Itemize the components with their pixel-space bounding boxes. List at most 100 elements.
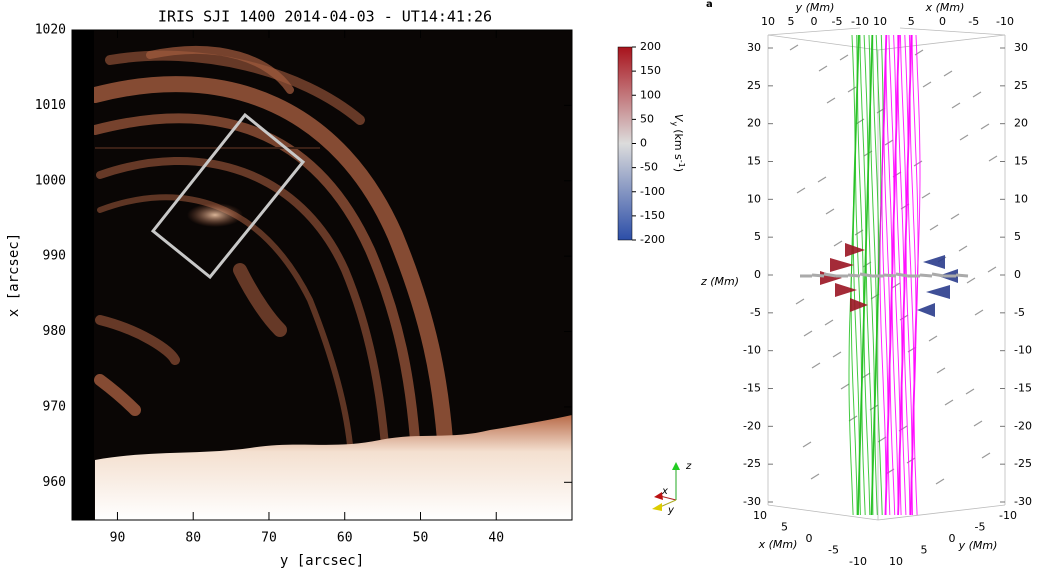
vector-arrow — [862, 261, 872, 268]
axis-label-3d: y (Mm) — [958, 539, 998, 552]
vector-arrow — [974, 309, 984, 316]
tick-label-3d: 10 — [889, 555, 903, 568]
cone — [830, 258, 854, 272]
colorbar-tick-label: 200 — [640, 40, 661, 53]
z-tick-label: -5 — [1014, 306, 1025, 319]
vector-arrow — [931, 272, 945, 278]
z-tick-label: -15 — [743, 382, 761, 395]
tick-label-3d: 5 — [788, 15, 795, 28]
z-tick-label: -10 — [1014, 344, 1032, 357]
tick-label-3d: -10 — [851, 15, 869, 28]
tick-label-3d: 5 — [921, 544, 928, 557]
vector-arrow — [980, 123, 990, 130]
vector-arrow — [811, 362, 821, 369]
vector-arrow — [817, 176, 827, 183]
colorbar-tick-label: 50 — [640, 112, 654, 125]
tick-label-3d: -10 — [849, 555, 867, 568]
cone — [845, 243, 865, 257]
vector-arrow — [795, 298, 805, 305]
vector-arrow — [966, 277, 976, 284]
vector-arrow — [848, 415, 858, 422]
vector-arrow — [796, 187, 806, 194]
tick-label-3d: 0 — [806, 532, 813, 545]
cone — [926, 285, 950, 299]
vector-arrow — [922, 81, 932, 88]
colorbar-tick-label: -150 — [640, 209, 665, 222]
label-part: ) — [672, 168, 685, 172]
vector-arrow — [919, 273, 933, 278]
z-tick-label: 25 — [1014, 79, 1028, 92]
z-tick-label: 20 — [1014, 117, 1028, 130]
colorbar-tick-label: -200 — [640, 233, 665, 246]
y-tick-label: 1000 — [35, 173, 66, 188]
z-tick-label: 10 — [1014, 192, 1028, 205]
triad-label: z — [685, 461, 692, 472]
vector-arrow — [959, 134, 969, 141]
vector-arrow — [943, 70, 953, 77]
z-tick-label: 10 — [747, 192, 761, 205]
z-tick-label: -30 — [743, 495, 761, 508]
z-tick-label: -30 — [1014, 495, 1032, 508]
y-tick-label: 1020 — [35, 23, 66, 38]
vector-arrow — [965, 388, 975, 395]
label-part: y — [671, 121, 680, 126]
z-tick-label: -25 — [743, 457, 761, 470]
field-lines — [789, 34, 998, 516]
vector-arrow — [833, 240, 843, 247]
triad-label: x — [661, 486, 668, 497]
colorbar-label: Vy (km s-1) — [671, 114, 687, 172]
y-axis-label: x [arcsec] — [6, 233, 22, 317]
vector-arrow — [803, 330, 813, 337]
vector-arrow — [839, 54, 849, 61]
chart-title: IRIS SJI 1400 2014-04-03 - UT14:41:26 — [158, 8, 492, 26]
vector-arrow — [913, 160, 923, 167]
vector-arrow — [789, 44, 799, 51]
vector-arrow — [883, 273, 897, 278]
z-tick-label: 25 — [747, 79, 761, 92]
tick-label-3d: 0 — [811, 15, 818, 28]
vector-arrow — [847, 273, 861, 278]
vector-arrow — [818, 65, 828, 72]
x-axis-label: y [arcsec] — [280, 553, 364, 569]
vector-arrow — [929, 224, 939, 231]
axis-label-3d: x (Mm) — [925, 1, 965, 14]
tick-label-3d: -10 — [996, 15, 1014, 28]
vector-arrow — [987, 266, 997, 273]
tick-label-3d: 5 — [908, 15, 915, 28]
z-tick-label: -10 — [743, 344, 761, 357]
vector-arrow — [884, 139, 894, 146]
cone — [917, 303, 935, 317]
triad-label: y — [667, 505, 675, 516]
cone — [835, 283, 857, 297]
vector-arrow — [944, 399, 954, 406]
z-tick-label: 30 — [747, 41, 761, 54]
z-tick-label: 15 — [1014, 155, 1028, 168]
tick-label-3d: -5 — [828, 544, 839, 557]
z-tick-label: -20 — [743, 419, 761, 432]
label-part: V — [672, 114, 685, 123]
x-tick-label: 50 — [413, 531, 429, 546]
tick-label-3d: -5 — [968, 15, 979, 28]
z-tick-label: -15 — [1014, 382, 1032, 395]
x-tick-label: 90 — [110, 531, 126, 546]
vector-arrow — [936, 367, 946, 374]
tick-label-3d: 5 — [781, 521, 788, 534]
z-tick-label: 0 — [1014, 268, 1021, 281]
vector-arrow — [802, 441, 812, 448]
z-axis-label: z (Mm) — [700, 275, 739, 288]
vector-arrow — [921, 192, 931, 199]
cone — [820, 271, 842, 285]
vector-arrow — [950, 213, 960, 220]
z-tick-label: 15 — [747, 155, 761, 168]
y-tick-label: 990 — [43, 249, 66, 264]
z-tick-label: 5 — [1014, 230, 1021, 243]
x-tick-label: 80 — [185, 531, 201, 546]
colorbar-tick-label: 150 — [640, 64, 661, 77]
vector-arrow — [891, 282, 901, 289]
x-tick-label: 70 — [261, 531, 277, 546]
z-tick-label: -5 — [750, 306, 761, 319]
vector-arrow — [973, 420, 983, 427]
colorbar-tick-label: 0 — [640, 137, 647, 150]
vector-arrow — [981, 452, 991, 459]
